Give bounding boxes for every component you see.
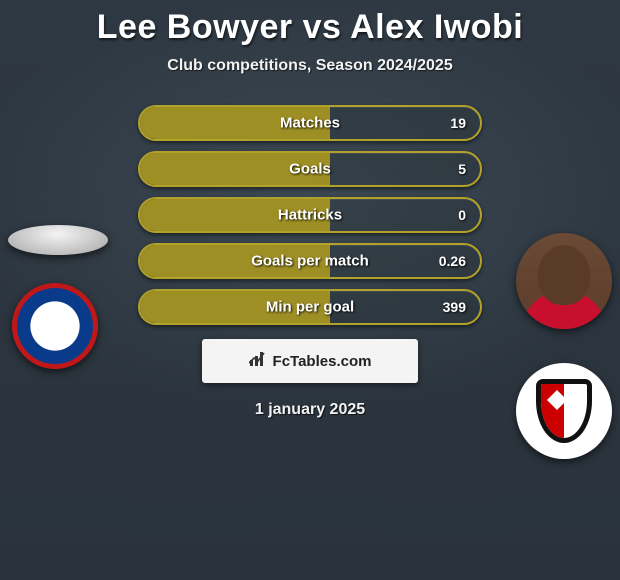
stat-value: 399: [443, 299, 466, 315]
stat-label: Goals per match: [251, 253, 369, 270]
stat-bar: Goals 5: [138, 151, 482, 187]
stat-bar: Goals per match 0.26: [138, 243, 482, 279]
stat-bar: Min per goal 399: [138, 289, 482, 325]
stat-bar: Matches 19: [138, 105, 482, 141]
chart-icon: [249, 352, 267, 371]
right-club-crest: [516, 363, 612, 459]
left-club-crest: [12, 283, 98, 369]
stat-label: Goals: [289, 161, 331, 178]
subtitle: Club competitions, Season 2024/2025: [0, 57, 620, 75]
stat-value: 0.26: [439, 253, 466, 269]
right-player-avatar: [516, 233, 612, 329]
stat-label: Min per goal: [266, 299, 354, 316]
watermark-text: FcTables.com: [273, 353, 372, 370]
stat-value: 19: [450, 115, 466, 131]
stat-value: 5: [458, 161, 466, 177]
stat-bars: Matches 19 Goals 5 Hattricks 0 Goals per match…: [138, 105, 482, 325]
stat-value: 0: [458, 207, 466, 223]
comparison-panel: Matches 19 Goals 5 Hattricks 0 Goals per match…: [0, 105, 620, 419]
page-title: Lee Bowyer vs Alex Iwobi: [0, 0, 620, 47]
stat-bar: Hattricks 0: [138, 197, 482, 233]
watermark: FcTables.com: [202, 339, 418, 383]
stat-label: Matches: [280, 115, 340, 132]
stat-label: Hattricks: [278, 207, 342, 224]
shield-icon: [536, 379, 592, 443]
left-player-avatar: [8, 225, 108, 255]
